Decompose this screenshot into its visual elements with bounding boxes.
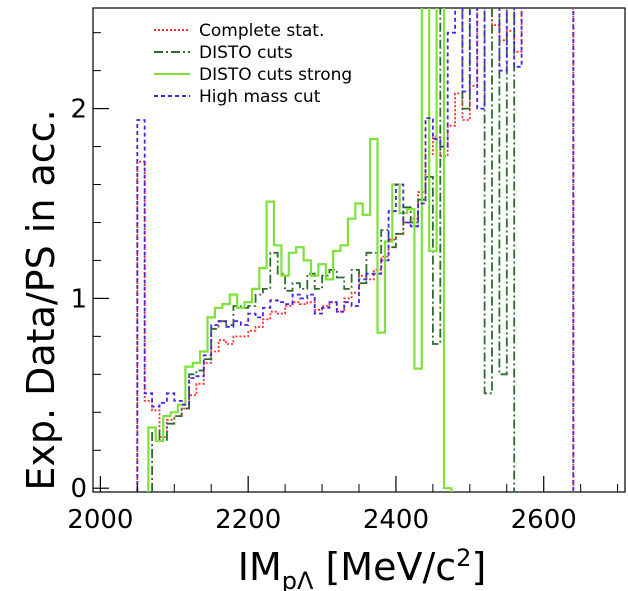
x-tick-label: 2600	[511, 505, 577, 535]
x-tick-label: 2400	[363, 505, 429, 535]
y-tick-label: 2	[70, 95, 87, 125]
plot-frame	[92, 7, 626, 493]
x-axis-label-unit: [MeV/c	[313, 545, 456, 589]
x-tick-label: 2000	[67, 505, 133, 535]
legend-entry-label: DISTO cuts strong	[199, 65, 352, 85]
legend-entry-label: Complete stat.	[199, 21, 324, 41]
series-line-2	[151, 8, 516, 492]
x-tick-label: 2200	[215, 505, 281, 535]
series-line-3	[147, 8, 453, 492]
series-line-4	[136, 8, 575, 492]
x-axis-label-subscript: pΛ	[282, 567, 314, 591]
y-tick-label: 1	[70, 284, 87, 314]
x-axis-label: IMpΛ [MeV/c2]	[238, 544, 487, 591]
ticks-layer: 2000 2200 2400 2600 0 1 2	[67, 32, 619, 535]
legend-entry-label: DISTO cuts	[199, 43, 293, 63]
legend-entry-label: High mass cut	[199, 87, 321, 107]
x-axis-label-superscript: 2	[456, 544, 471, 572]
x-axis-label-main: IM	[238, 545, 282, 589]
y-axis-label: Exp. Data/PS in acc.	[19, 109, 63, 490]
x-axis-label-close: ]	[471, 545, 486, 589]
y-tick-label: 0	[70, 474, 87, 504]
series-layer	[136, 8, 575, 492]
